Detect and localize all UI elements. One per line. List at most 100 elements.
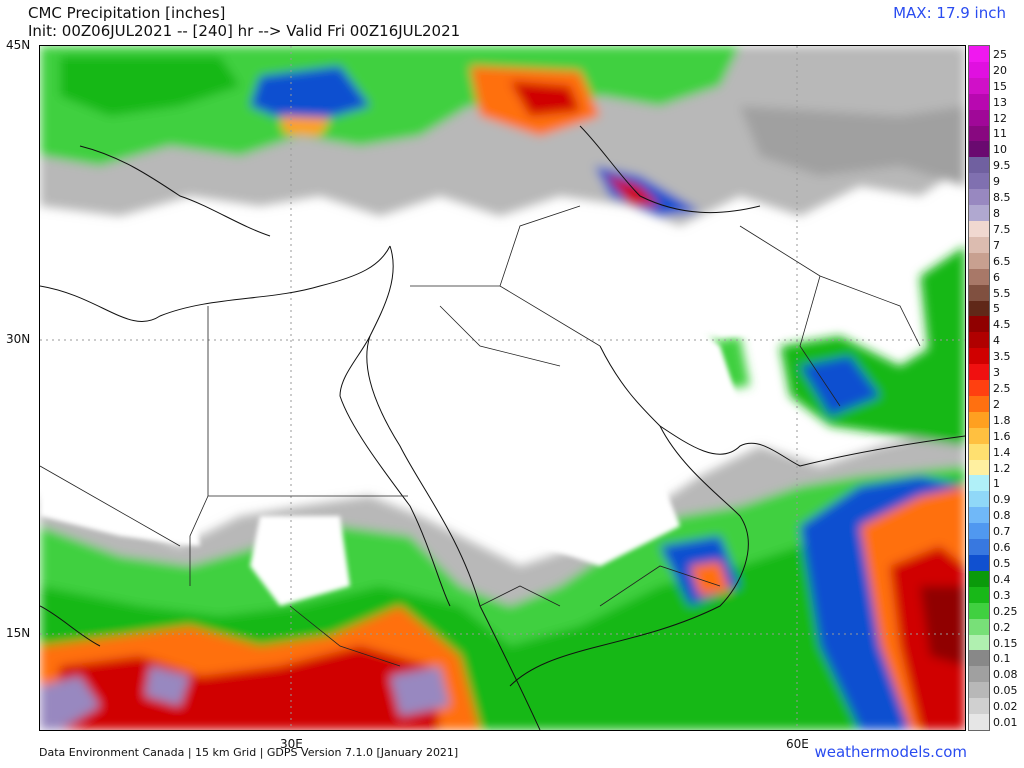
legend-label: 1.6 [993, 429, 1011, 443]
legend-swatch [969, 618, 989, 636]
legend-swatch [969, 523, 989, 540]
legend-swatch [969, 666, 989, 683]
precipitation-map [39, 45, 966, 731]
legend-swatch [969, 650, 989, 667]
legend-label: 13 [993, 95, 1007, 109]
legend-swatch [969, 714, 989, 731]
legend-label: 5 [993, 302, 1000, 316]
legend-swatch [969, 602, 989, 620]
legend-swatch [969, 77, 989, 95]
legend-label: 8 [993, 207, 1000, 221]
lon-label-30e: 30E [280, 737, 303, 751]
legend-swatch [969, 284, 989, 301]
legend-swatch [969, 555, 989, 572]
legend-swatch [969, 205, 989, 222]
legend-label: 6 [993, 270, 1000, 284]
legend-swatch [969, 491, 989, 508]
map-title: CMC Precipitation [inches] Init: 00Z06JU… [28, 4, 460, 40]
legend-label: 2 [993, 397, 1000, 411]
legend-swatch [969, 332, 989, 349]
legend-swatch [969, 395, 989, 413]
legend-label: 1.2 [993, 461, 1011, 475]
legend-swatch [969, 507, 989, 524]
legend-swatch [969, 411, 989, 429]
color-legend: 25 20 15 13 12 11 10 9.5 9 8.5 8 7.5 7 6.5 6 5.5 5 4.5 4 3.… [968, 45, 1018, 731]
legend-label: 9 [993, 175, 1000, 189]
legend-label: 0.3 [993, 588, 1011, 602]
legend-label: 0.4 [993, 572, 1011, 586]
legend-swatch [969, 173, 989, 190]
legend-swatch [969, 268, 989, 286]
legend-label: 0.8 [993, 509, 1011, 523]
lat-label-30n: 30N [6, 332, 31, 346]
coastlines [40, 125, 965, 730]
legend-label: 11 [993, 127, 1007, 141]
legend-label: 0.6 [993, 541, 1011, 555]
legend-label: 3.5 [993, 350, 1011, 364]
legend-label: 1.4 [993, 445, 1011, 459]
brand-link[interactable]: weathermodels.com [814, 743, 967, 761]
credits-text: Data Environment Canada | 15 km Grid | G… [39, 746, 459, 759]
legend-label: 1 [993, 477, 1000, 491]
legend-label: 0.02 [993, 700, 1018, 714]
country-borders [40, 205, 921, 667]
legend-swatch [969, 427, 989, 445]
legend-label: 7.5 [993, 222, 1011, 236]
precip-field-north [40, 46, 965, 226]
legend-swatch [969, 61, 989, 79]
legend-swatch [969, 93, 989, 111]
legend-label: 3 [993, 366, 1000, 380]
subtitle-text: Init: 00Z06JUL2021 -- [240] hr --> Valid… [28, 22, 461, 40]
title-text: CMC Precipitation [inches] [28, 4, 226, 22]
legend-label: 0.15 [993, 636, 1018, 650]
legend-swatch [969, 189, 989, 206]
legend-swatch [969, 109, 989, 127]
graticule [40, 46, 965, 730]
legend-label: 6.5 [993, 254, 1011, 268]
legend-label: 4.5 [993, 318, 1011, 332]
legend-label: 4 [993, 334, 1000, 348]
legend-swatch [969, 682, 989, 699]
legend-swatch [969, 220, 989, 238]
legend-swatch [969, 348, 989, 365]
legend-swatch [969, 634, 989, 651]
legend-swatch [969, 252, 989, 270]
legend-label: 9.5 [993, 159, 1011, 173]
legend-swatch [969, 539, 989, 556]
legend-swatch [969, 380, 989, 397]
legend-label: 1.8 [993, 413, 1011, 427]
dry-zones [40, 236, 820, 606]
legend-swatch [969, 300, 989, 317]
legend-label: 0.08 [993, 668, 1018, 682]
legend-label: 0.25 [993, 604, 1018, 618]
legend-swatch [969, 236, 989, 254]
legend-label: 0.1 [993, 652, 1011, 666]
legend-label: 10 [993, 143, 1007, 157]
max-value-label: MAX: 17.9 inch [893, 4, 1006, 22]
legend-swatch [969, 157, 989, 174]
legend-label: 12 [993, 111, 1007, 125]
lon-label-60e: 60E [786, 737, 809, 751]
legend-swatch [969, 443, 989, 461]
lat-label-15n: 15N [6, 626, 31, 640]
legend-swatch [969, 125, 989, 142]
legend-swatch [969, 570, 989, 588]
legend-label: 8.5 [993, 191, 1011, 205]
legend-label: 25 [993, 47, 1007, 61]
legend-label: 0.01 [993, 716, 1018, 730]
legend-label: 15 [993, 79, 1007, 93]
legend-label: 0.7 [993, 525, 1011, 539]
legend-swatch [969, 364, 989, 381]
legend-label: 0.05 [993, 684, 1018, 698]
legend-label: 20 [993, 63, 1007, 77]
precip-field-south [40, 246, 965, 730]
legend-label: 0.5 [993, 556, 1011, 570]
lat-label-45n: 45N [6, 38, 31, 52]
legend-swatch [969, 459, 989, 476]
legend-swatch [969, 586, 989, 604]
legend-label: 0.2 [993, 620, 1011, 634]
legend-swatch [969, 475, 989, 492]
legend-label: 5.5 [993, 286, 1011, 300]
legend-swatch [969, 46, 989, 63]
legend-label: 2.5 [993, 382, 1011, 395]
